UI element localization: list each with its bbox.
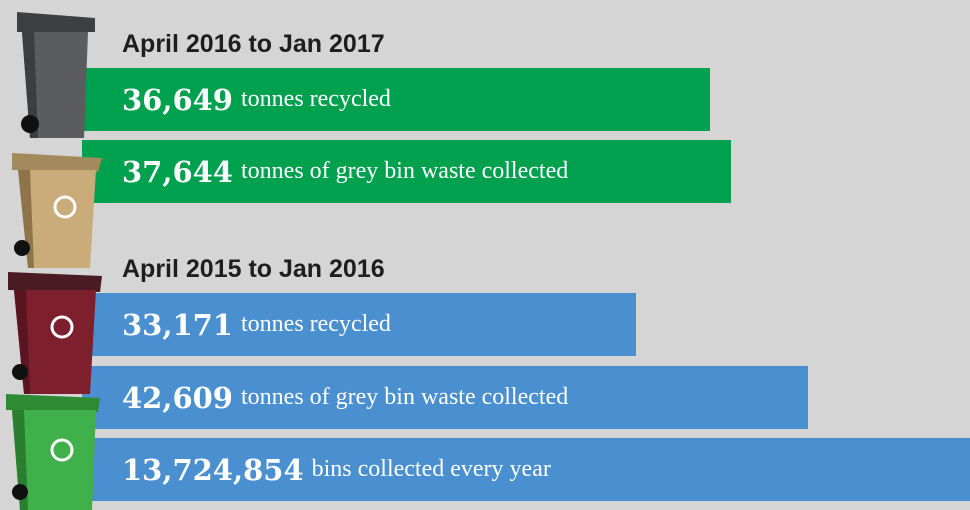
period-heading: April 2015 to Jan 2016 — [122, 255, 385, 283]
stat-text: tonnes of grey bin waste collected — [241, 384, 569, 410]
stat-text: tonnes recycled — [241, 311, 391, 337]
stat-bar: 36,649 tonnes recycled — [82, 68, 710, 131]
stat-number: 37,644 — [122, 154, 233, 189]
stat-bar: 42,609 tonnes of grey bin waste collected — [82, 366, 808, 429]
stat-bar: 37,644 tonnes of grey bin waste collected — [82, 140, 731, 203]
beige-bin — [12, 153, 102, 268]
stat-text: bins collected every year — [311, 456, 551, 482]
maroon-bin — [8, 272, 102, 394]
stat-text: tonnes of grey bin waste collected — [241, 158, 569, 184]
stat-number: 36,649 — [122, 82, 233, 117]
bin-stack — [6, 12, 102, 510]
stat-bar: 33,171 tonnes recycled — [82, 293, 636, 356]
period-heading: April 2016 to Jan 2017 — [122, 30, 385, 58]
grey-bin — [17, 12, 95, 138]
stat-number: 42,609 — [122, 380, 233, 415]
stat-bar: 13,724,854 bins collected every year — [82, 438, 970, 501]
stat-text: tonnes recycled — [241, 86, 391, 112]
stat-number: 13,724,854 — [122, 452, 304, 487]
green-bin — [6, 394, 100, 510]
stat-number: 33,171 — [122, 307, 233, 342]
